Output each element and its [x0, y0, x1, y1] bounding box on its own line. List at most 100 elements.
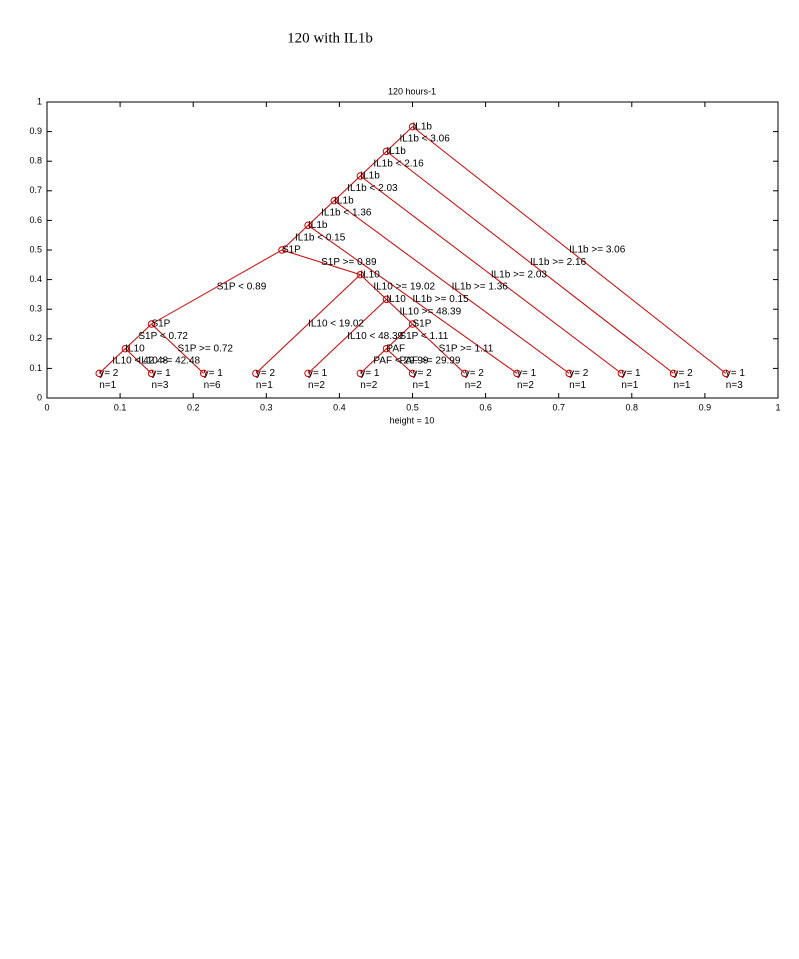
- split-label: IL10 < 19.02: [308, 319, 364, 330]
- tree-edge: [359, 150, 387, 177]
- x-tick-label: 0.6: [479, 402, 492, 412]
- leaf-count: n=6: [204, 380, 221, 391]
- y-tick-label: 0.6: [29, 215, 42, 225]
- tree-node: [669, 369, 678, 378]
- x-tick-label: 0.4: [333, 402, 346, 412]
- tree-edge: [386, 150, 674, 374]
- split-label: S1P >= 1.11: [439, 343, 494, 354]
- node-label: y= 1: [621, 368, 641, 379]
- tree-node: [356, 270, 365, 279]
- tree-edge: [124, 348, 152, 374]
- leaf-count: n=2: [465, 380, 482, 391]
- node-label: y= 2: [256, 368, 276, 379]
- x-tick-label: 0.3: [260, 402, 273, 412]
- y-tick-label: 0: [37, 392, 42, 402]
- tree-node: [565, 369, 573, 378]
- split-label: IL10 >= 19.02: [373, 282, 435, 293]
- y-tick-label: 0.8: [29, 156, 42, 166]
- x-axis-label: height = 10: [390, 415, 435, 425]
- tree-node: [147, 369, 156, 378]
- tree-node: [356, 172, 365, 180]
- tree-edge: [307, 298, 387, 374]
- tree-edge: [124, 323, 152, 350]
- node-label: S1P: [151, 319, 170, 330]
- tree-edge: [151, 323, 204, 374]
- tree-node: [382, 344, 391, 353]
- leaf-count: n=3: [151, 380, 168, 391]
- tree-edge: [281, 249, 361, 276]
- split-label: IL10 >= 42.48: [138, 356, 200, 367]
- tree-node: [382, 295, 391, 304]
- tree-edge: [386, 126, 413, 152]
- tree-node: [513, 369, 521, 378]
- node-label: IL1b: [360, 171, 380, 182]
- node-label: y= 2: [674, 368, 694, 379]
- x-tick-label: 0.9: [699, 402, 712, 412]
- split-label: IL10 < 42.48: [112, 356, 168, 367]
- y-tick-label: 0.3: [29, 304, 42, 314]
- node-label: IL10: [386, 294, 406, 305]
- tree-edge: [307, 224, 518, 374]
- split-label: S1P >= 0.89: [321, 257, 377, 268]
- node-label: y= 1: [726, 368, 746, 379]
- node-label: y= 1: [517, 368, 537, 379]
- split-label: IL1b >= 2.16: [530, 257, 587, 268]
- split-label: S1P < 1.11: [399, 331, 448, 342]
- leaf-count: n=2: [360, 380, 377, 391]
- node-label: y= 1: [204, 368, 224, 379]
- leaf-count: n=1: [413, 380, 430, 391]
- x-tick-label: 0.5: [406, 402, 419, 412]
- tree-node: [121, 344, 129, 353]
- tree-edge: [255, 274, 361, 374]
- node-label: y= 2: [465, 368, 485, 379]
- x-tick-label: 0.1: [114, 402, 127, 412]
- tree-edge: [307, 200, 335, 226]
- tree-edge: [359, 274, 387, 300]
- leaf-count: n=1: [674, 380, 691, 391]
- tree-node: [304, 221, 312, 230]
- tree-node: [147, 320, 156, 328]
- node-label: y= 2: [413, 368, 433, 379]
- y-tick-label: 0.9: [29, 126, 42, 136]
- tree-edge: [360, 175, 622, 374]
- node-label: y= 1: [308, 368, 328, 379]
- y-tick-label: 0.4: [29, 274, 42, 284]
- tree-node: [304, 369, 312, 378]
- split-label: IL10 < 48.39: [347, 331, 403, 342]
- split-label: S1P < 0.89: [217, 282, 267, 293]
- split-label: IL10 >= 48.39: [399, 306, 461, 317]
- node-label: y= 1: [360, 368, 380, 379]
- tree-node: [408, 122, 417, 131]
- y-tick-label: 0.5: [29, 244, 42, 254]
- tree-edge: [333, 175, 361, 202]
- split-label: IL1b >= 1.36: [452, 282, 509, 293]
- node-label: IL10: [360, 269, 380, 280]
- split-label: PAF < 29.99: [373, 356, 429, 367]
- split-label: S1P < 0.72: [138, 331, 188, 342]
- tree-edge: [359, 348, 387, 374]
- node-label: y= 1: [151, 368, 171, 379]
- node-label: S1P: [282, 245, 301, 256]
- node-label: y= 2: [99, 368, 119, 379]
- split-label: IL1b < 2.03: [347, 183, 398, 194]
- leaf-count: n=2: [517, 380, 534, 391]
- split-label: IL1b >= 2.03: [491, 269, 548, 280]
- tree-node: [252, 369, 260, 378]
- node-label: S1P: [413, 319, 432, 330]
- node-label: IL1b: [308, 220, 328, 231]
- tree-edge: [386, 298, 413, 325]
- axes-box: [46, 101, 779, 399]
- leaf-count: n=1: [621, 380, 638, 391]
- tree-edge: [386, 348, 413, 374]
- tree-node: [330, 196, 338, 205]
- tree-node: [199, 369, 208, 378]
- split-label: IL1b >= 0.15: [413, 294, 470, 305]
- tree-node: [722, 369, 730, 378]
- tree-node: [460, 369, 469, 378]
- x-tick-label: 0.8: [626, 402, 639, 412]
- tree-node: [278, 246, 286, 254]
- tree-edge: [386, 323, 413, 350]
- node-label: IL10: [125, 343, 145, 354]
- tree-node: [617, 369, 626, 378]
- leaf-count: n=1: [99, 380, 116, 391]
